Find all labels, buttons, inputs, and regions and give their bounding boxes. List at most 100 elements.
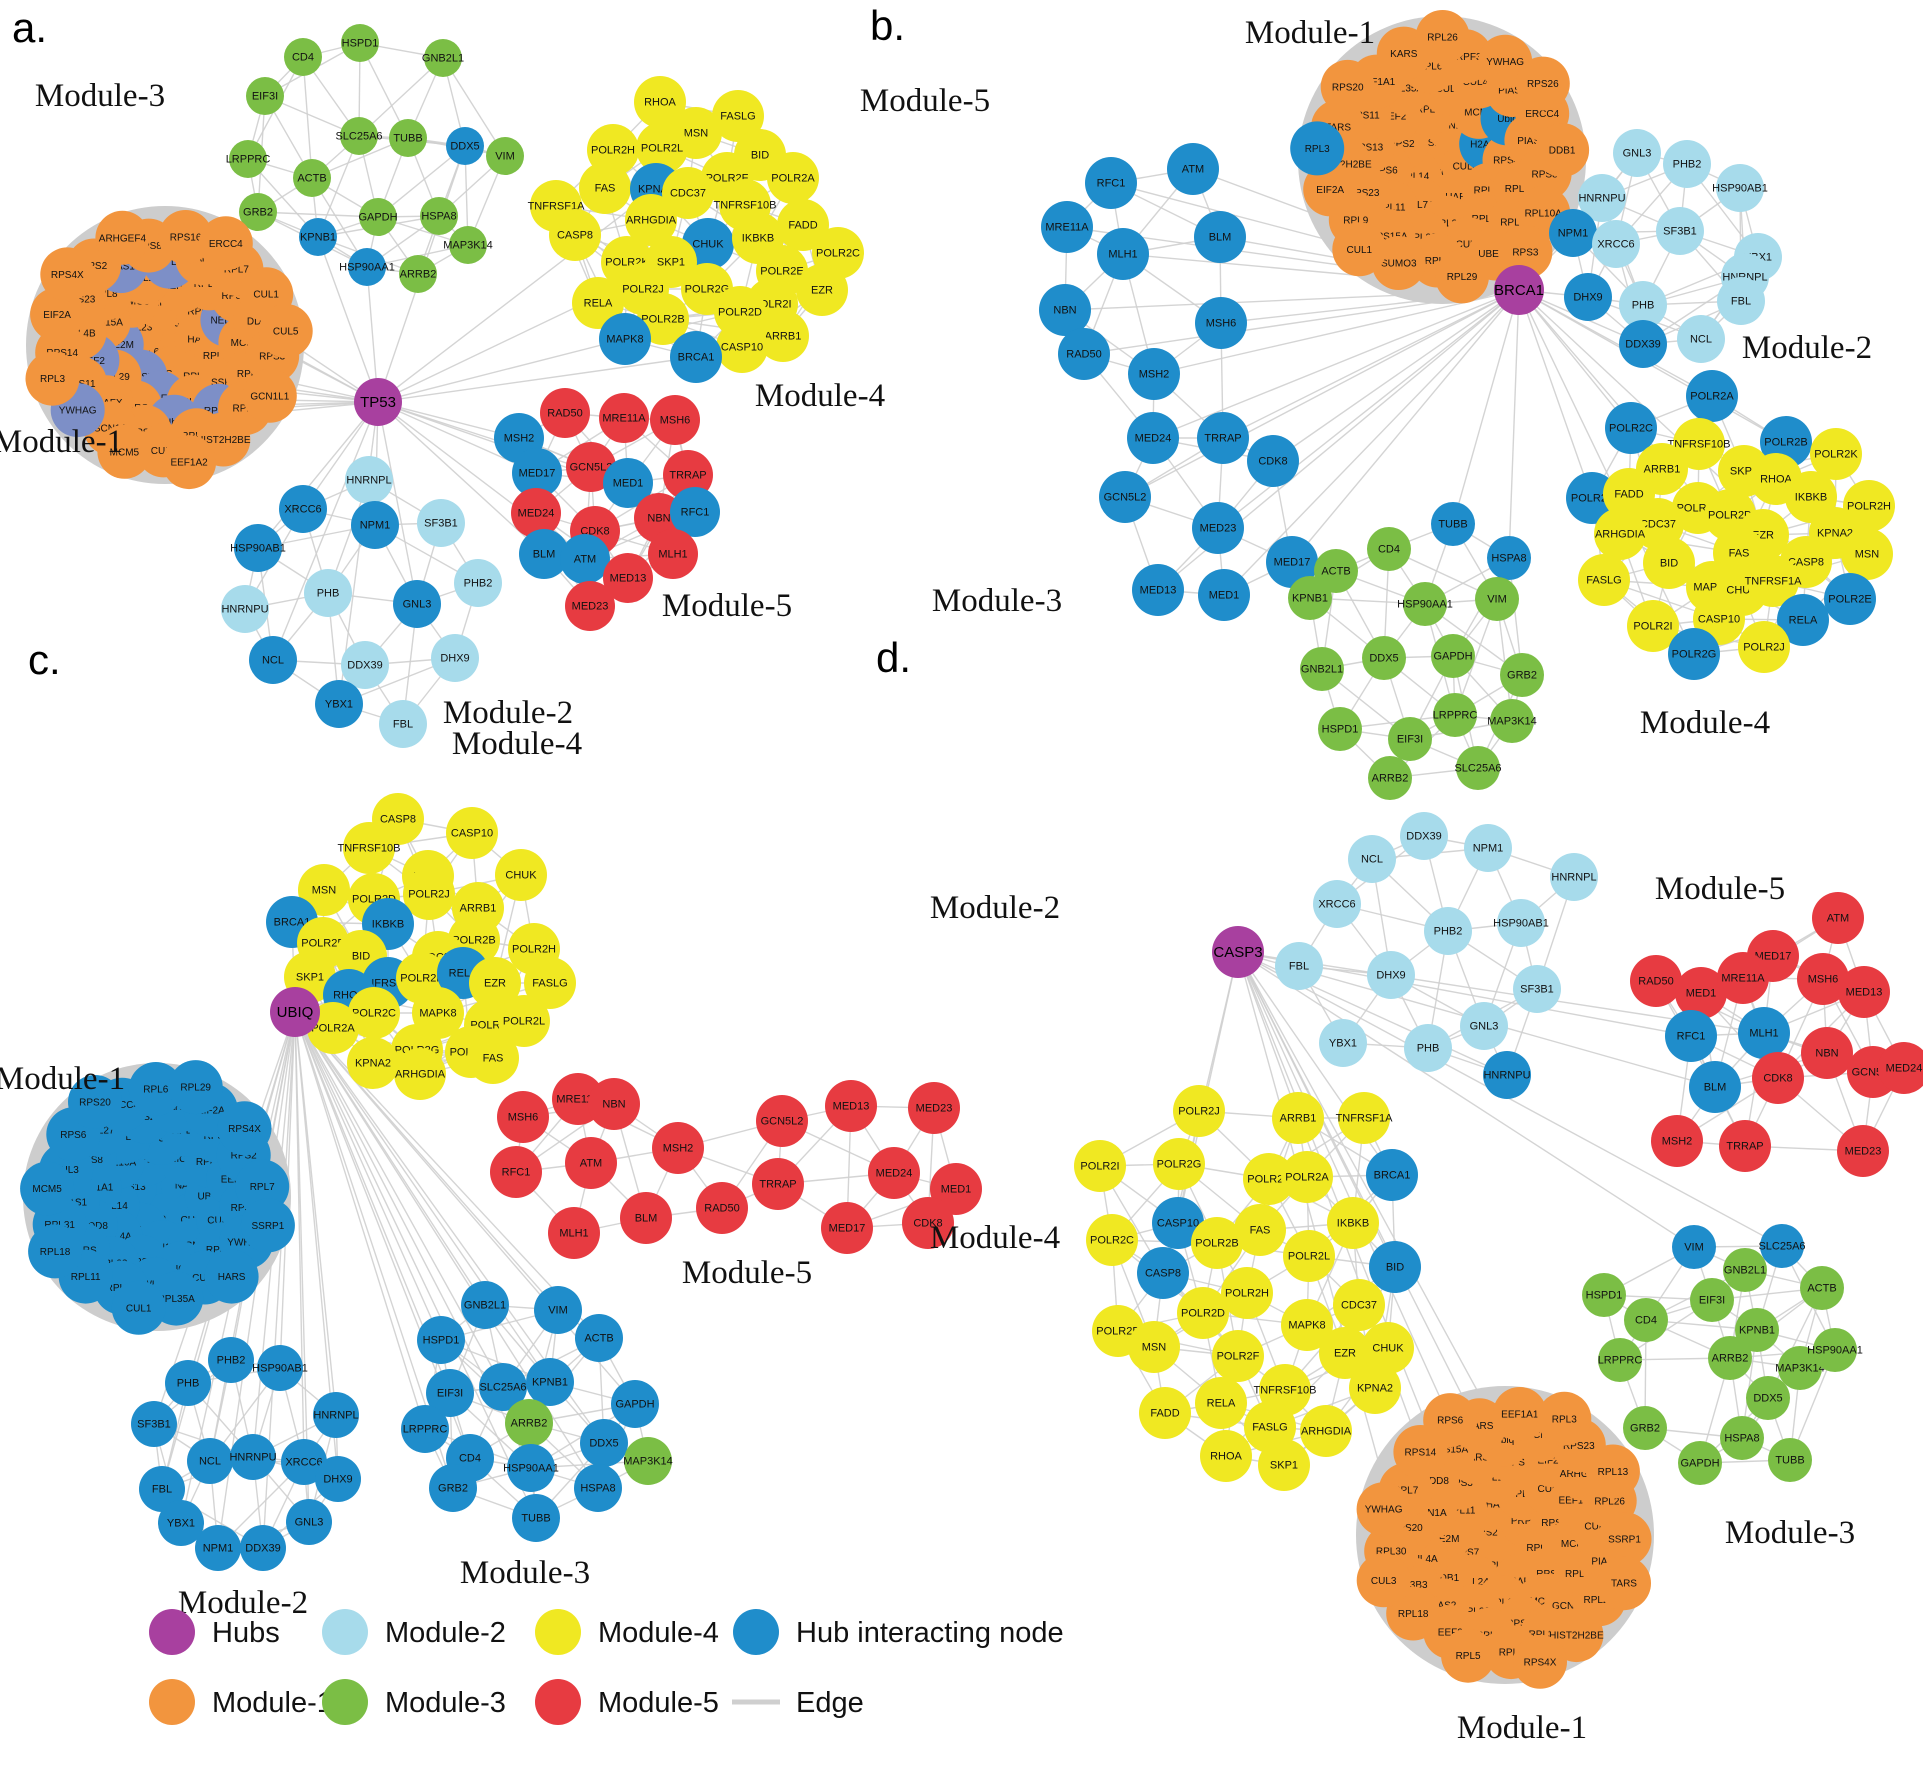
node-RFC1: RFC1 bbox=[1085, 157, 1137, 209]
node-label: RELA bbox=[1207, 1398, 1236, 1410]
node-label: EEF1A1 bbox=[1501, 1410, 1539, 1421]
node-MLH1: MLH1 bbox=[648, 529, 698, 579]
node-label: POLR2B bbox=[1764, 437, 1807, 449]
node-HSP90AA1: HSP90AA1 bbox=[1807, 1328, 1863, 1372]
node-circle bbox=[1627, 600, 1679, 652]
node-TUBB: TUBB bbox=[1431, 502, 1475, 546]
node-label: ARHGDIA bbox=[626, 215, 677, 227]
node-circle bbox=[340, 117, 378, 155]
node-circle bbox=[1404, 1024, 1452, 1072]
node-circle bbox=[821, 1202, 873, 1254]
node-label: CASP10 bbox=[1698, 614, 1740, 626]
node-label: RPS4X bbox=[1493, 156, 1526, 167]
node-circle bbox=[454, 559, 502, 607]
node-label: POLR2C bbox=[816, 248, 860, 260]
module-label: Module-5 bbox=[682, 1255, 812, 1291]
node-label: GNL3 bbox=[295, 1517, 324, 1529]
node-label: POLR2H bbox=[1225, 1288, 1269, 1300]
node-circle bbox=[1192, 502, 1244, 554]
node-circle bbox=[284, 38, 322, 76]
node-MAPK8: MAPK8 bbox=[1281, 1299, 1333, 1351]
node-label: RHOA bbox=[1210, 1451, 1242, 1463]
node-MSN: MSN bbox=[1128, 1321, 1180, 1373]
node-label: HNRNPU bbox=[229, 1452, 276, 1464]
node-RELA: RELA bbox=[572, 277, 624, 329]
node-label: LRPPRC bbox=[1433, 710, 1478, 722]
node-GNL3: GNL3 bbox=[1460, 1002, 1508, 1050]
node-circle bbox=[1717, 277, 1765, 325]
node-BRCA1: BRCA1 bbox=[670, 331, 722, 383]
node-label: EEF2 bbox=[1381, 111, 1406, 122]
node-label: ATM bbox=[574, 554, 596, 566]
node-HSPD1: HSPD1 bbox=[1318, 707, 1362, 751]
node-circle bbox=[1630, 955, 1682, 1007]
node-circle bbox=[1605, 402, 1657, 454]
hub-circle bbox=[1212, 926, 1264, 978]
node-circle bbox=[1801, 1027, 1853, 1079]
node-XRCC6: XRCC6 bbox=[1313, 880, 1361, 928]
node-circle bbox=[1768, 1438, 1812, 1482]
node-label: HSPD1 bbox=[423, 1335, 460, 1347]
node-circle bbox=[315, 680, 363, 728]
legend-label: Module-2 bbox=[385, 1617, 506, 1649]
node-GNL3: GNL3 bbox=[1613, 129, 1661, 177]
node-label: BID bbox=[1660, 558, 1678, 570]
node-PHB: PHB bbox=[1404, 1024, 1452, 1072]
node-circle bbox=[1368, 756, 1412, 800]
node-circle bbox=[424, 39, 462, 77]
node-SF3B1: SF3B1 bbox=[1656, 207, 1704, 255]
node-label: HSPD1 bbox=[1586, 1290, 1623, 1302]
node-MCM5: MCM5 bbox=[97, 424, 152, 479]
node-label: CDC37 bbox=[1640, 519, 1676, 531]
node-circle bbox=[420, 197, 458, 235]
node-circle bbox=[1349, 1362, 1401, 1414]
node-circle bbox=[1513, 965, 1561, 1013]
node-circle bbox=[299, 218, 337, 256]
node-label: IKBKB bbox=[1795, 492, 1827, 504]
node-label: MSH6 bbox=[508, 1112, 539, 1124]
node-MSH6: MSH6 bbox=[1195, 297, 1247, 349]
node-label: RPL3 bbox=[40, 374, 65, 385]
node-label: RPL6 bbox=[1417, 62, 1442, 73]
module-label: Module-3 bbox=[460, 1555, 590, 1591]
node-circle bbox=[1435, 249, 1489, 304]
node-label: YWHAG bbox=[227, 1238, 265, 1249]
module-label: Module-4 bbox=[930, 1220, 1060, 1256]
node-label: MED23 bbox=[1845, 1146, 1882, 1158]
node-label: POLR2L bbox=[503, 1016, 545, 1028]
node-MAP3K14: MAP3K14 bbox=[623, 1437, 673, 1485]
node-label: POLR2K bbox=[400, 973, 444, 985]
node-label: POLR2A bbox=[1285, 1172, 1329, 1184]
hub-circle bbox=[270, 987, 320, 1037]
node-circle bbox=[1619, 281, 1667, 329]
node-label: RPS11 bbox=[231, 1203, 262, 1214]
node-label: CDK8 bbox=[1258, 456, 1287, 468]
node-label: TRRAP bbox=[759, 1179, 796, 1191]
node-RPL26: RPL26 bbox=[1415, 10, 1470, 64]
node-circle bbox=[128, 1062, 183, 1116]
node-label: RPS8 bbox=[136, 241, 163, 252]
node-circle bbox=[1281, 1151, 1333, 1203]
node-label: POLR2A bbox=[311, 1023, 355, 1035]
node-ARRB2: ARRB2 bbox=[505, 1399, 553, 1447]
node-circle bbox=[208, 1337, 254, 1383]
node-label: ARRB2 bbox=[1372, 773, 1409, 785]
node-label: RPS26 bbox=[1527, 79, 1559, 90]
node-SF3B1: SF3B1 bbox=[1513, 965, 1561, 1013]
node-LRPPRC: LRPPRC bbox=[1433, 693, 1478, 737]
node-circle bbox=[1537, 1391, 1592, 1446]
node-YBX1: YBX1 bbox=[158, 1500, 204, 1546]
hub-edge bbox=[294, 1011, 551, 1383]
node-RAD50: RAD50 bbox=[1058, 328, 1110, 380]
node-circle bbox=[1716, 164, 1764, 212]
node-PHB2: PHB2 bbox=[1424, 907, 1472, 955]
node-label: MSH6 bbox=[1206, 318, 1237, 330]
node-label: ACTB bbox=[1807, 1283, 1836, 1295]
legend-label: Edge bbox=[796, 1687, 864, 1719]
node-label: DDX5 bbox=[1369, 653, 1398, 665]
node-label: FBL bbox=[1289, 961, 1309, 973]
node-label: POLR2K bbox=[1247, 1174, 1291, 1186]
node-EIF3I: EIF3I bbox=[1690, 1278, 1734, 1322]
node-label: LRPPRC bbox=[226, 154, 271, 166]
legend-color-swatch bbox=[322, 1679, 368, 1725]
